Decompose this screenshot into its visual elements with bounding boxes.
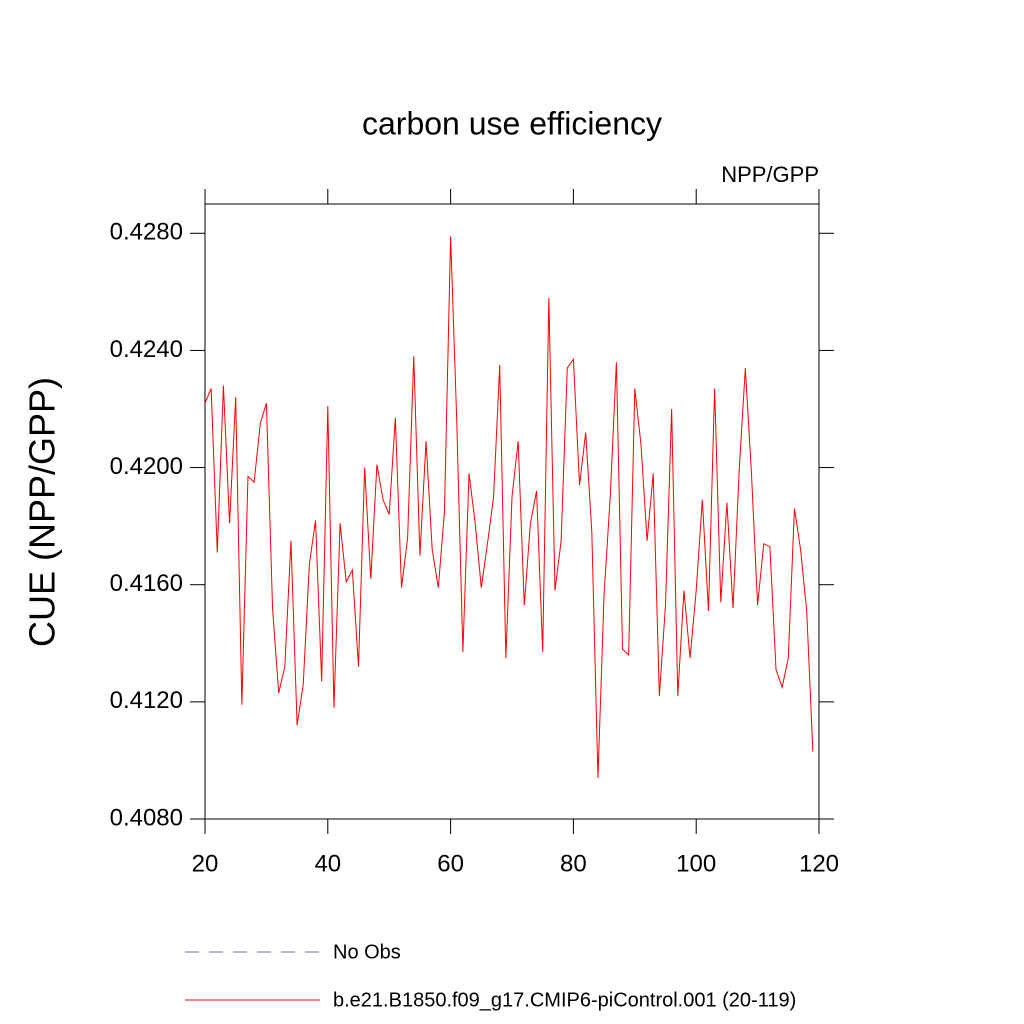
chart-subtitle: NPP/GPP bbox=[721, 162, 819, 187]
x-tick-label: 120 bbox=[799, 850, 839, 877]
x-tick-label: 20 bbox=[192, 850, 219, 877]
x-tick-label: 40 bbox=[314, 850, 341, 877]
legend-label: b.e21.B1850.f09_g17.CMIP6-piControl.001 … bbox=[333, 989, 796, 1011]
legend-label: No Obs bbox=[333, 941, 401, 963]
y-axis-label: CUE (NPP/GPP) bbox=[22, 377, 63, 647]
data-line bbox=[204, 236, 814, 779]
x-tick-label: 100 bbox=[676, 850, 716, 877]
chart-title: carbon use efficiency bbox=[362, 105, 662, 141]
y-tick-label: 0.4240 bbox=[110, 336, 183, 363]
plot-frame bbox=[204, 203, 820, 820]
x-tick-label: 60 bbox=[437, 850, 464, 877]
y-tick-label: 0.4200 bbox=[110, 453, 183, 480]
x-tick-label: 80 bbox=[560, 850, 587, 877]
y-tick-label: 0.4120 bbox=[110, 687, 183, 714]
y-tick-label: 0.4080 bbox=[110, 804, 183, 831]
y-tick-label: 0.4280 bbox=[110, 219, 183, 246]
y-tick-label: 0.4160 bbox=[110, 570, 183, 597]
